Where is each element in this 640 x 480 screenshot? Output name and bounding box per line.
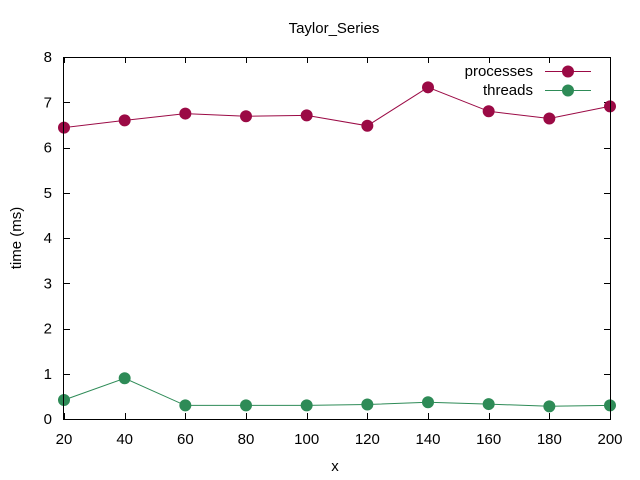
data-point-processes xyxy=(422,81,434,94)
data-point-threads xyxy=(179,399,192,412)
series-line-threads xyxy=(63,377,611,407)
x-tick-label: 200 xyxy=(597,431,622,448)
x-axis-title: x xyxy=(331,458,339,475)
x-tick-label: 100 xyxy=(294,431,319,448)
y-tick-label: 2 xyxy=(44,321,52,338)
x-tick-label: 20 xyxy=(56,431,73,448)
x-tick-label: 60 xyxy=(177,431,194,448)
y-tick-label: 1 xyxy=(44,366,52,383)
y-tick-label: 7 xyxy=(44,94,52,111)
y-tick-label: 3 xyxy=(44,275,52,292)
data-point-processes xyxy=(543,112,556,125)
x-tick-label: 40 xyxy=(116,431,133,448)
data-point-threads xyxy=(361,398,374,411)
y-tick-label: 5 xyxy=(44,185,52,202)
y-tick-label: 8 xyxy=(44,49,52,66)
y-axis-title: time (ms) xyxy=(8,207,25,270)
data-point-processes xyxy=(300,109,313,122)
legend-marker-threads xyxy=(562,84,574,97)
data-point-threads xyxy=(118,372,131,385)
legend: processes threads xyxy=(465,63,591,99)
x-tick-label: 80 xyxy=(238,431,255,448)
data-point-threads xyxy=(482,398,495,411)
legend-label-processes: processes xyxy=(465,63,533,80)
x-tick-label: 160 xyxy=(476,431,501,448)
y-tick-label: 6 xyxy=(44,140,52,157)
data-point-processes xyxy=(240,110,252,123)
chart-title: Taylor_Series xyxy=(289,20,380,37)
x-tick-label: 120 xyxy=(355,431,380,448)
data-point-processes xyxy=(179,107,192,120)
y-tick-label: 4 xyxy=(44,230,52,247)
plot-frame xyxy=(63,57,611,420)
x-tick-label: 180 xyxy=(537,431,562,448)
data-point-threads xyxy=(543,400,556,413)
legend-marker-processes xyxy=(562,65,574,78)
y-tick-label: 0 xyxy=(44,411,52,428)
legend-label-threads: threads xyxy=(483,82,533,99)
series-line-processes xyxy=(63,86,611,129)
data-point-processes xyxy=(361,119,374,132)
data-point-threads xyxy=(240,399,252,412)
series-layer xyxy=(58,81,616,413)
data-point-threads xyxy=(422,396,434,409)
data-point-processes xyxy=(118,114,131,127)
data-point-threads xyxy=(300,399,313,412)
axis-ticks: 0 1 2 3 4 5 6 7 8 20 40 60 80 100 120 140 160 180 200 xyxy=(44,49,623,448)
x-tick-label: 140 xyxy=(415,431,440,448)
data-point-processes xyxy=(482,105,495,118)
